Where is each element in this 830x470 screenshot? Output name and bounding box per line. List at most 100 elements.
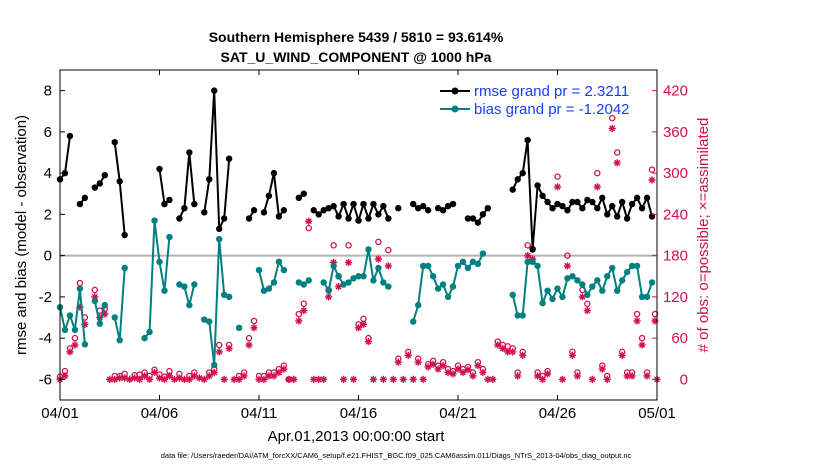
rmse-point — [599, 194, 606, 202]
obs-assimilated-marker — [215, 348, 223, 356]
right-y-tick-label: 420 — [663, 83, 688, 100]
rmse-point — [206, 176, 213, 183]
obs-assimilated-stroke — [539, 376, 546, 383]
bias-line — [59, 288, 86, 345]
rmse-point — [181, 204, 188, 212]
rmse-point — [216, 225, 223, 233]
right-y-axis-label: # of obs: o=possible; ×=assimilated — [695, 118, 712, 353]
obs-possible-marker — [594, 169, 601, 177]
bias-point — [320, 279, 327, 286]
obs-assimilated-stroke — [290, 376, 297, 383]
rmse-point — [534, 182, 541, 189]
bias-point — [295, 279, 302, 286]
bias-point — [121, 264, 128, 272]
obs-assimilated-marker — [429, 360, 437, 368]
bias-point — [469, 258, 477, 266]
obs-assimilated-stroke — [181, 376, 188, 383]
obs-assimilated-stroke — [201, 376, 208, 383]
obs-assimilated-marker — [543, 370, 552, 378]
obs-possible-marker — [215, 341, 223, 349]
obs-assimilated-stroke — [479, 369, 486, 376]
bias-point — [584, 291, 591, 299]
rmse-point — [280, 207, 288, 214]
obs-possible-marker — [345, 242, 352, 249]
x-axis-ticks: 04/01 04/06 04/11 04/16 04/21 04/26 05/01 — [41, 70, 676, 422]
bias-point — [146, 328, 153, 336]
legend: rmse grand pr = 2.3211 bias grand pr = -… — [440, 83, 630, 118]
obs-assimilated-marker — [384, 262, 392, 270]
obs-assimilated-marker — [603, 375, 611, 383]
legend-bias-marker — [451, 105, 459, 113]
bias-point — [429, 273, 437, 280]
rmse-point — [419, 202, 427, 210]
obs-assimilated-marker — [185, 375, 193, 383]
bias-point — [514, 312, 521, 319]
bias-point — [340, 281, 347, 288]
obs-assimilated-marker — [638, 341, 646, 349]
obs-assimilated-stroke — [300, 307, 307, 314]
obs-assimilated-marker — [240, 372, 248, 380]
obs-assimilated-stroke — [136, 376, 143, 383]
obs-assimilated-marker — [399, 375, 407, 383]
bias-point — [225, 293, 233, 301]
left-y-axis-ticks: -6 -4 -2 0 2 4 6 8 — [39, 83, 65, 388]
obs-assimilated-marker — [578, 293, 586, 301]
obs-assimilated-marker — [474, 362, 482, 370]
rmse-point — [549, 204, 556, 212]
obs-assimilated-marker — [459, 368, 467, 377]
obs-assimilated-marker — [633, 317, 641, 325]
obs-assimilated-stroke — [350, 376, 357, 383]
obs-assimilated-marker — [245, 341, 253, 349]
bias-point — [509, 291, 516, 299]
obs-assimilated-stroke — [614, 159, 621, 166]
x-tick-label: 04/16 — [340, 405, 378, 422]
bias-point — [350, 275, 357, 282]
obs-assimilated-marker — [374, 255, 382, 263]
obs-assimilated-stroke — [599, 366, 606, 373]
bias-point — [260, 287, 268, 294]
obs-assimilated-marker — [538, 375, 547, 383]
obs-assimilated-marker — [454, 365, 462, 373]
obs-assimilated-stroke — [390, 376, 397, 383]
bias-point — [156, 258, 163, 266]
x-tick-label: 04/01 — [41, 405, 79, 422]
obs-possible-marker — [613, 149, 621, 156]
rmse-point — [415, 204, 422, 212]
right-y-tick-label: 0 — [680, 371, 688, 388]
obs-possible-marker — [305, 224, 312, 232]
obs-assimilated-marker — [439, 362, 447, 370]
obs-assimilated-stroke — [649, 176, 656, 184]
obs-assimilated-stroke — [131, 374, 138, 382]
rmse-point — [474, 219, 482, 226]
obs-assimilated-marker — [414, 358, 422, 366]
rmse-point — [370, 200, 377, 208]
obs-assimilated-marker — [121, 374, 129, 382]
bias-point — [439, 281, 447, 288]
obs-assimilated-stroke — [544, 370, 551, 377]
obs-assimilated-stroke — [226, 345, 233, 352]
right-y-tick-label: 300 — [663, 165, 688, 182]
bias-point — [459, 258, 467, 266]
right-y-tick-label: 240 — [663, 206, 688, 223]
obs-assimilated-stroke — [355, 324, 362, 331]
bias-point — [628, 262, 636, 270]
obs-assimilated-marker — [598, 365, 606, 373]
legend-bias-label: bias grand pr = -1.2042 — [474, 101, 630, 118]
rmse-point — [360, 200, 367, 208]
obs-assimilated-marker — [140, 372, 149, 380]
obs-assimilated-stroke — [504, 348, 511, 355]
bias-point — [618, 277, 626, 284]
rmse-point — [614, 213, 621, 220]
rmse-point — [385, 215, 392, 222]
obs-possible-marker — [385, 246, 392, 254]
bias-point — [474, 260, 482, 268]
rmse-point — [211, 87, 218, 94]
obs-assimilated-stroke — [176, 374, 183, 382]
obs-assimilated-stroke — [61, 372, 68, 379]
x-axis-label: Apr.01,2013 00:00:00 start — [268, 428, 446, 445]
bias-point — [71, 326, 79, 334]
obs-assimilated-marker — [608, 124, 616, 133]
obs-assimilated-marker — [514, 372, 522, 380]
obs-possible-marker — [638, 334, 646, 342]
rmse-point — [81, 194, 89, 202]
